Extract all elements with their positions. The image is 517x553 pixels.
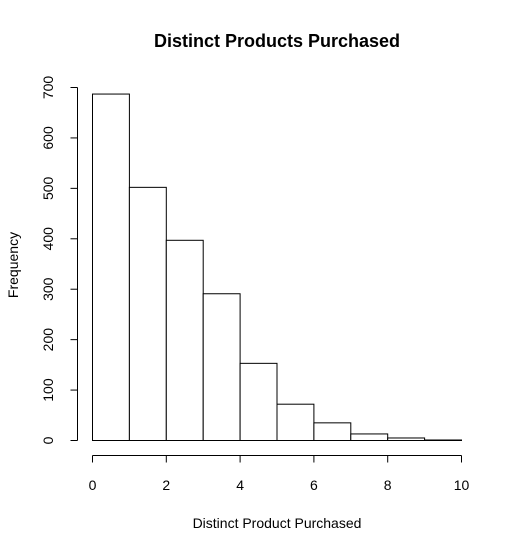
x-tick-label-5: 10 (454, 477, 470, 493)
y-axis-label: Frequency (5, 232, 21, 298)
histogram-bar-1 (128, 186, 167, 441)
y-tick-label-2: 200 (40, 328, 56, 352)
histogram-bar-5 (276, 403, 315, 442)
y-tick-label-4: 400 (40, 227, 56, 251)
y-tick-label-5: 500 (40, 176, 56, 200)
x-axis-label: Distinct Product Purchased (193, 515, 362, 531)
x-axis: 0 2 4 6 8 10 (89, 455, 470, 493)
y-axis: 0 100 200 300 400 500 600 700 (40, 76, 78, 444)
histogram-bar-2 (165, 239, 204, 441)
bars-group (92, 93, 463, 442)
y-tick-label-0: 0 (40, 436, 56, 444)
x-tick-label-0: 0 (89, 477, 97, 493)
x-tick-label-2: 4 (236, 477, 244, 493)
y-tick-label-1: 100 (40, 378, 56, 402)
x-tick-label-4: 8 (384, 477, 392, 493)
histogram-bar-4 (239, 362, 278, 442)
y-tick-label-3: 300 (40, 277, 56, 301)
x-tick-label-3: 6 (310, 477, 318, 493)
histogram-bar-0 (92, 93, 130, 441)
x-tick-label-1: 2 (162, 477, 170, 493)
histogram-bar-7 (350, 433, 389, 441)
histogram-bar-9 (424, 439, 463, 442)
y-tick-label-6: 600 (40, 126, 56, 150)
histogram-bar-3 (202, 293, 241, 442)
y-tick-label-7: 700 (40, 76, 56, 100)
histogram-bar-6 (313, 422, 352, 442)
histogram-bar-8 (387, 437, 426, 442)
chart-title: Distinct Products Purchased (154, 31, 400, 51)
